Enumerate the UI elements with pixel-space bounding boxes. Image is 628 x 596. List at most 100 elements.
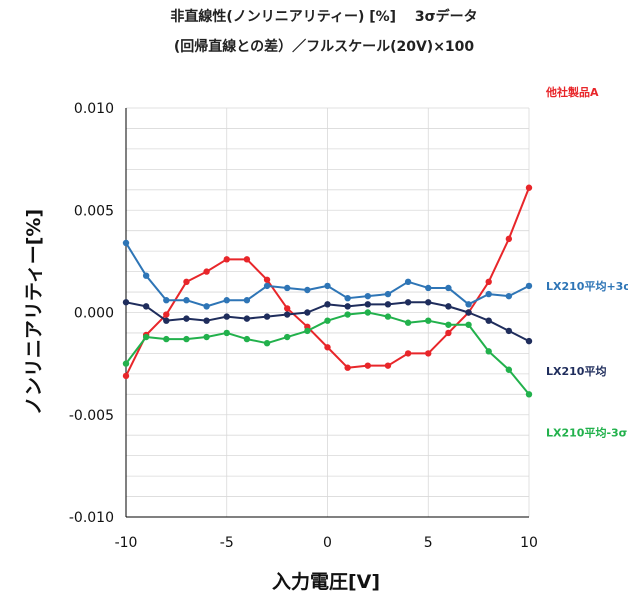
data-point: [203, 317, 210, 324]
data-point: [404, 299, 412, 306]
data-point: [122, 299, 130, 306]
data-point: [223, 256, 230, 263]
data-point: [525, 282, 533, 290]
plot-area: [122, 184, 533, 398]
y-tick-label: -0.005: [69, 408, 114, 424]
data-point: [465, 301, 472, 308]
series-label: 他社製品A: [545, 85, 599, 99]
data-point: [304, 286, 311, 294]
data-point: [485, 317, 492, 324]
data-point: [163, 317, 170, 324]
data-point: [284, 333, 291, 341]
data-point: [364, 292, 371, 300]
data-point: [163, 311, 170, 318]
data-point: [384, 313, 392, 320]
data-point: [243, 297, 251, 304]
data-point: [142, 272, 150, 279]
data-point: [324, 344, 331, 351]
data-point: [384, 290, 392, 298]
series-labels: 他社製品A LX210平均+3σ LX210平均 LX210平均-3σ: [545, 85, 628, 440]
data-point: [344, 294, 351, 302]
data-point: [263, 276, 271, 283]
x-axis-label: 入力電圧[V]: [272, 570, 380, 593]
data-point: [525, 391, 533, 398]
data-point: [344, 303, 351, 310]
data-point: [183, 278, 190, 286]
data-point: [324, 301, 331, 308]
data-point: [243, 315, 251, 322]
series-label: LX210平均-3σ: [546, 425, 627, 439]
data-point: [183, 297, 190, 304]
tick-labels: 0.010 0.005 0.000 -0.005 -0.010-10 -5 0 5 10: [69, 101, 538, 551]
data-point: [284, 284, 291, 292]
data-point: [284, 305, 291, 312]
data-point: [122, 360, 130, 367]
data-point: [505, 327, 513, 335]
data-point: [485, 278, 492, 286]
x-tick-label: 10: [520, 535, 538, 551]
data-point: [465, 309, 472, 316]
data-point: [344, 311, 351, 318]
data-point: [324, 317, 331, 324]
series-label: LX210平均: [546, 364, 606, 378]
data-point: [485, 290, 492, 298]
data-point: [445, 284, 452, 292]
data-point: [203, 268, 210, 275]
data-point: [505, 366, 513, 373]
data-point: [122, 372, 130, 380]
data-point: [404, 350, 412, 357]
data-point: [425, 350, 432, 357]
data-point: [223, 297, 230, 304]
data-point: [425, 299, 432, 306]
data-point: [122, 239, 130, 247]
data-point: [384, 362, 392, 369]
data-point: [163, 335, 170, 343]
data-point: [485, 348, 492, 355]
data-point: [425, 284, 432, 292]
data-point: [223, 329, 230, 337]
data-point: [404, 278, 412, 286]
data-point: [384, 301, 392, 308]
data-point: [445, 303, 452, 310]
data-point: [263, 313, 271, 320]
data-point: [223, 313, 230, 320]
chart-title-line1: 非直線性(ノンリニアリティー) [%] 3σデータ: [170, 8, 477, 25]
y-tick-label: 0.005: [74, 203, 114, 219]
data-point: [203, 333, 210, 341]
data-point: [142, 333, 150, 341]
axes: [125, 108, 529, 518]
data-point: [525, 337, 533, 345]
data-point: [404, 319, 412, 326]
data-point: [364, 301, 371, 308]
data-point: [465, 321, 472, 328]
data-point: [142, 303, 150, 310]
data-point: [364, 362, 371, 369]
x-tick-label: -10: [115, 535, 138, 551]
data-point: [263, 282, 271, 290]
data-point: [505, 235, 513, 243]
data-point: [203, 303, 210, 310]
data-point: [425, 317, 432, 324]
data-point: [445, 321, 452, 328]
data-point: [304, 309, 311, 316]
data-point: [284, 311, 291, 318]
data-point: [263, 339, 271, 347]
data-point: [243, 256, 251, 263]
data-point: [525, 184, 533, 191]
data-point: [324, 282, 331, 290]
y-tick-label: 0.000: [74, 306, 114, 322]
data-point: [304, 327, 311, 335]
data-point: [505, 292, 513, 300]
data-point: [243, 335, 251, 343]
data-point: [163, 297, 170, 304]
data-point: [364, 309, 371, 316]
x-tick-label: -5: [220, 535, 234, 551]
data-point: [183, 335, 190, 343]
series-label: LX210平均+3σ: [546, 279, 628, 293]
chart-title-line2: (回帰直線との差）／フルスケール(20V)×100: [174, 38, 475, 55]
y-tick-label: -0.010: [69, 510, 114, 526]
data-point: [445, 329, 452, 337]
data-point: [183, 315, 190, 322]
data-point: [344, 364, 351, 371]
